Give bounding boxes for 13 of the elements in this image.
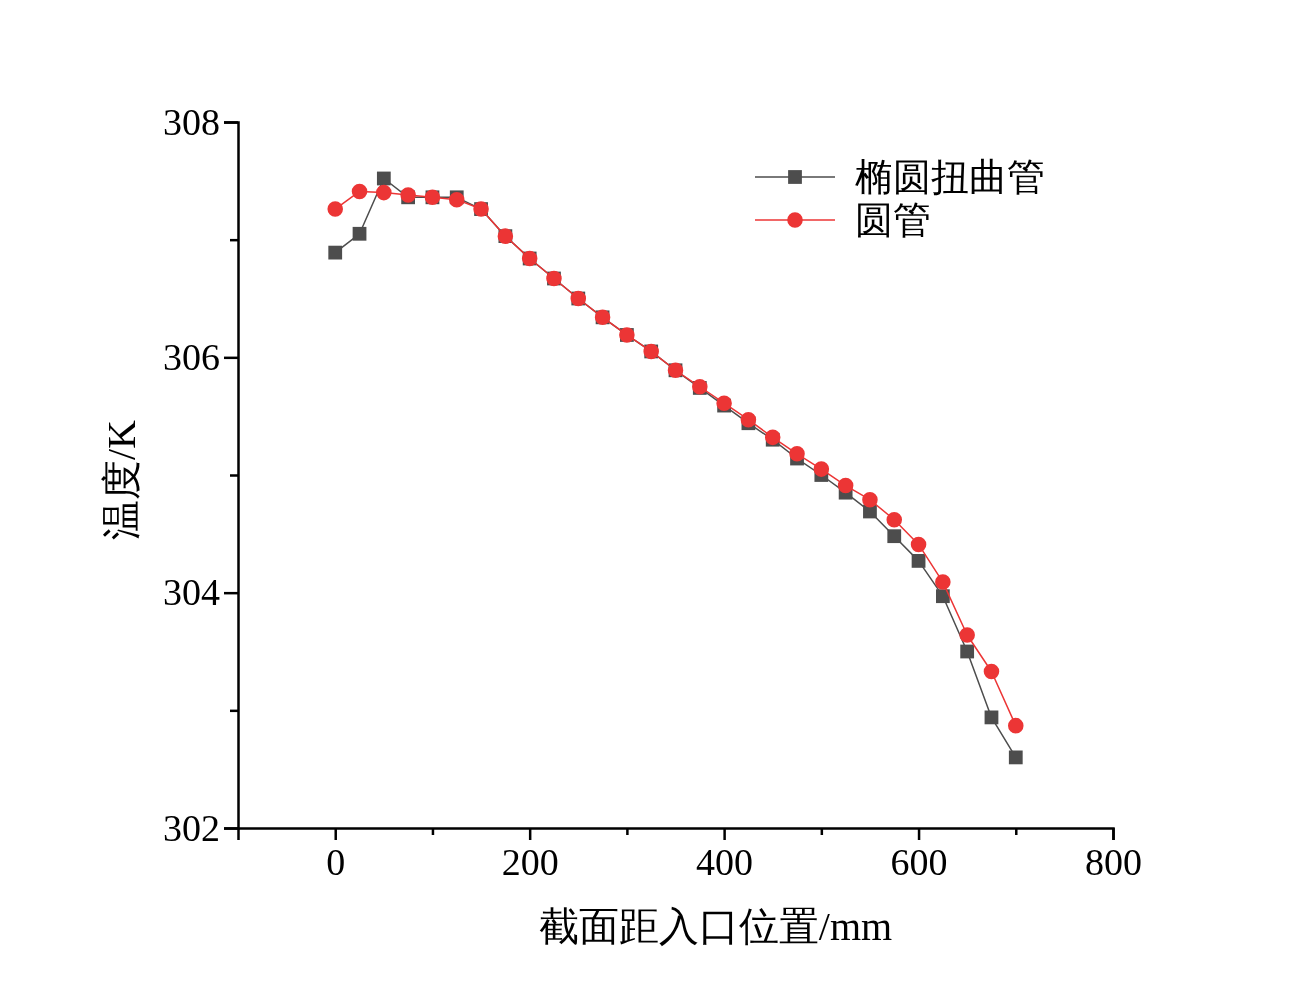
x-axis-title: 截面距入口位置/mm — [538, 904, 893, 949]
x-tick-label: 800 — [1085, 840, 1142, 883]
y-tick-label: 302 — [163, 806, 220, 849]
x-tick-label: 0 — [326, 840, 346, 883]
y-tick-label: 308 — [163, 100, 220, 143]
legend-label: 圆管 — [855, 199, 931, 241]
y-tick-label: 306 — [163, 335, 220, 378]
y-axis-title: 温度/K — [99, 419, 144, 540]
legend-label: 椭圆扭曲管 — [855, 156, 1045, 198]
x-tick-label: 600 — [890, 840, 948, 883]
y-tick-label: 304 — [163, 571, 220, 614]
x-tick-label: 400 — [696, 840, 754, 883]
x-tick-label: 200 — [501, 840, 559, 883]
